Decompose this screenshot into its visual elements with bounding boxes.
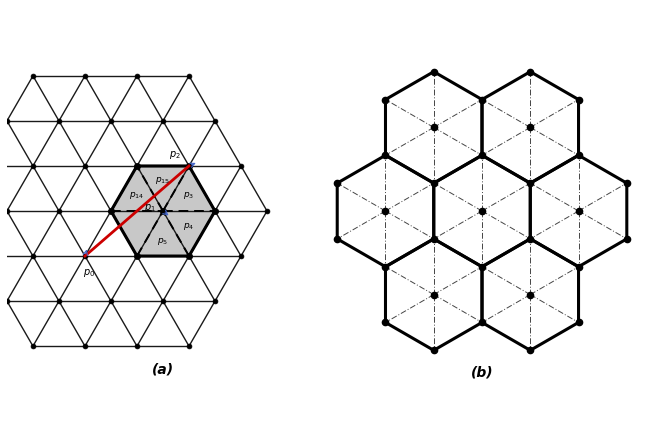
Polygon shape <box>111 166 215 256</box>
Text: (b): (b) <box>471 365 493 380</box>
Text: $p_2$: $p_2$ <box>170 149 181 161</box>
Text: $p_{4}$: $p_{4}$ <box>183 221 195 232</box>
Text: $p_{15}$: $p_{15}$ <box>155 176 171 187</box>
Text: $p_0$: $p_0$ <box>83 268 95 279</box>
Text: $p_{5}$: $p_{5}$ <box>157 235 168 246</box>
Text: $p_{14}$: $p_{14}$ <box>129 190 144 201</box>
Text: $p_{3}$: $p_{3}$ <box>183 190 195 201</box>
Text: $p_1$: $p_1$ <box>144 203 155 214</box>
Text: (a): (a) <box>152 362 174 377</box>
